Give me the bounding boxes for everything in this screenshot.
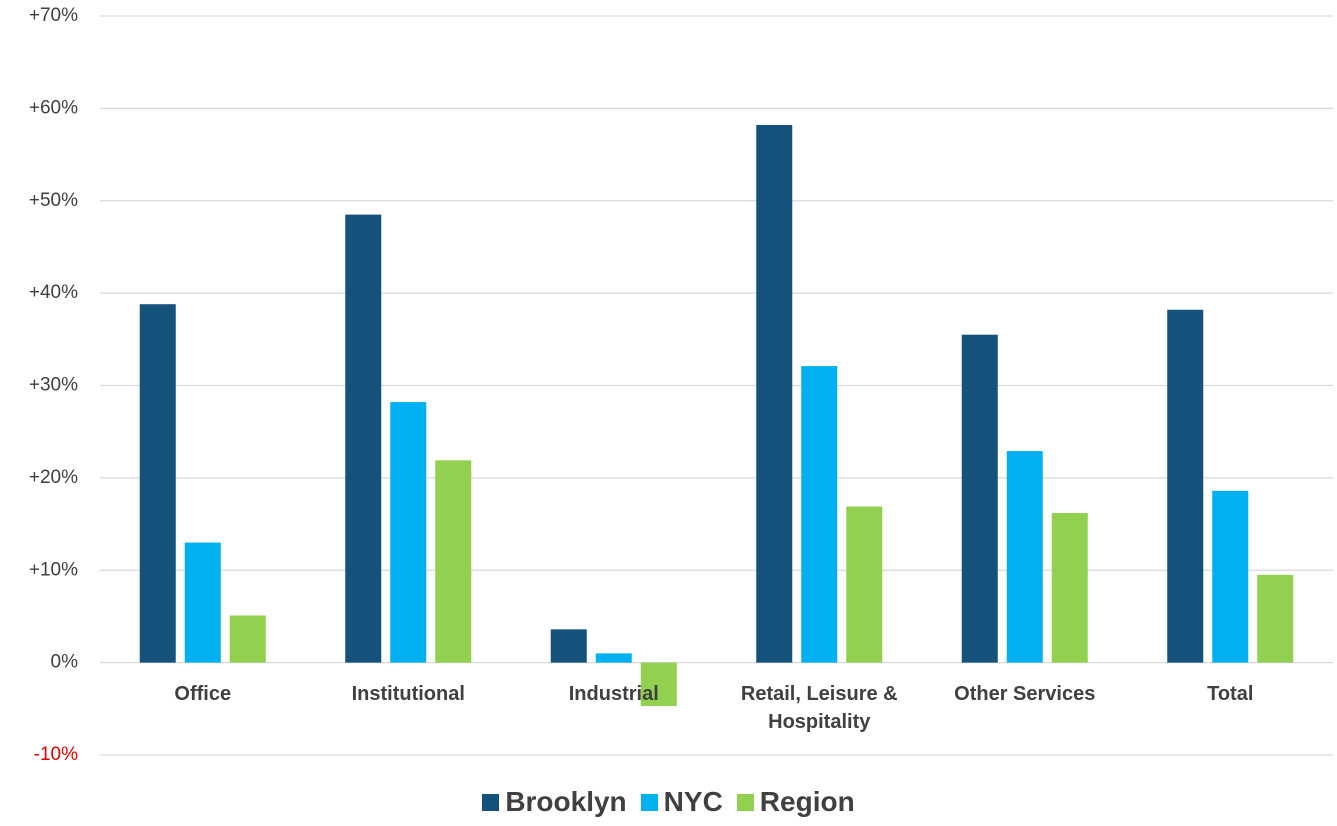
bar (595, 653, 632, 663)
bar (1257, 574, 1294, 663)
bar (1051, 512, 1088, 663)
bar (390, 402, 427, 663)
y-tick-label: +30% (29, 375, 78, 396)
bar (756, 125, 793, 663)
x-tick-label: Office (174, 682, 232, 705)
bar (961, 334, 998, 663)
y-tick-label: 0% (51, 652, 79, 673)
legend-label: NYC (663, 786, 723, 817)
y-tick-label: +50% (29, 190, 78, 211)
bar (184, 542, 221, 663)
bar (229, 615, 266, 663)
bar (345, 214, 382, 663)
y-tick-label: +20% (29, 467, 78, 488)
plot: -10% 0% +10% +20% +30% +40% +50% +60% +70% (29, 5, 1333, 765)
bar (139, 304, 176, 663)
bar (801, 366, 838, 663)
x-tick-label: Retail, Leisure & Hospitality (740, 682, 898, 733)
legend-item: Region (736, 786, 855, 818)
bar (1167, 309, 1204, 663)
x-tick-label: Total (1207, 682, 1254, 705)
y-tick-label: +10% (29, 559, 78, 580)
x-tick-label: Other Services (954, 682, 1096, 705)
y-tick-label: +60% (29, 97, 78, 118)
bar (1006, 451, 1043, 663)
bar (435, 460, 472, 663)
x-tick-label: Industrial (568, 682, 659, 705)
y-tick-label: -10% (34, 744, 78, 765)
legend-item: NYC (640, 786, 723, 818)
legend-label: Brooklyn (505, 786, 627, 817)
legend-swatch (736, 793, 754, 811)
bar (640, 662, 677, 707)
bar (550, 629, 587, 663)
legend-label: Region (759, 786, 855, 817)
legend-swatch (640, 793, 658, 811)
legend-swatch (482, 793, 500, 811)
y-tick-label: +70% (29, 5, 78, 26)
legend-item: Brooklyn (482, 786, 627, 818)
x-tick-label: Institutional (351, 682, 465, 705)
y-tick-label: +40% (29, 282, 78, 303)
legend: Brooklyn NYC Region (0, 786, 1337, 818)
bar (1212, 490, 1249, 663)
bar (846, 506, 883, 663)
